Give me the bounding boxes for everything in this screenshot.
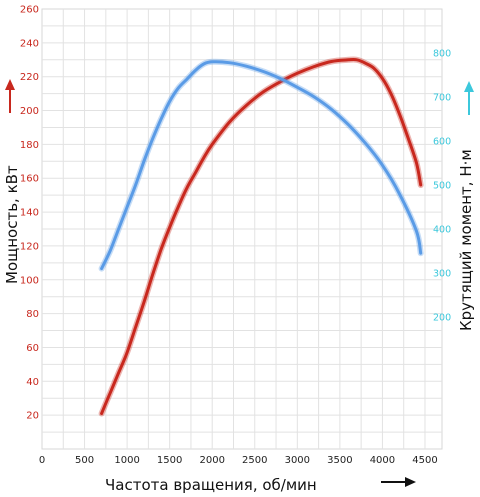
y-right-tick-label: 500: [433, 181, 451, 192]
y-left-tick-label: 260: [20, 5, 39, 16]
y-left-tick-label: 40: [26, 377, 39, 388]
y-right-tick-label: 400: [433, 225, 451, 236]
right-axis-title: Крутящий момент, Н·м: [457, 149, 475, 331]
tick-labels: 20 40 60 80 100 120 140 160 180 200 220 240 260 200 30…: [20, 5, 451, 467]
x-tick-label: 4500: [412, 455, 437, 466]
grid: [41, 8, 443, 450]
x-tick-label: 3500: [327, 455, 352, 466]
y-right-tick-label: 200: [433, 313, 451, 324]
y-right-tick-label: 600: [433, 137, 451, 148]
series-line-power: [100, 57, 423, 415]
y-left-tick-label: 180: [20, 140, 39, 151]
x-tick-label: 2000: [199, 455, 224, 466]
x-axis-arrow: [381, 477, 416, 487]
y-left-tick-label: 220: [20, 72, 39, 83]
x-axis-title: Частота вращения, об/мин: [105, 476, 317, 494]
curves: [98, 56, 424, 417]
x-tick-label: 500: [75, 455, 94, 466]
x-tick-label: 3000: [285, 455, 310, 466]
y-left-tick-label: 120: [20, 241, 39, 252]
x-tick-label: 1000: [114, 455, 139, 466]
x-tick-label: 2500: [242, 455, 267, 466]
series-line-torque: [100, 60, 423, 271]
x-tick-label: 1500: [157, 455, 182, 466]
series-line-halo-power: [98, 56, 424, 417]
y-right-tick-label: 300: [433, 269, 451, 280]
x-tick-label: 4000: [370, 455, 395, 466]
y-right-tick-label: 700: [433, 93, 451, 104]
y-left-tick-label: 160: [20, 174, 39, 185]
right-axis-arrow: [464, 81, 474, 115]
y-left-tick-label: 200: [20, 106, 39, 117]
y-left-tick-label: 100: [20, 275, 39, 286]
left-axis-arrow: [5, 79, 15, 113]
y-left-tick-label: 80: [26, 309, 39, 320]
y-left-tick-label: 60: [26, 343, 39, 354]
y-left-tick-label: 20: [26, 411, 39, 422]
y-right-tick-label: 800: [433, 49, 451, 60]
left-axis-title: Мощность, кВт: [3, 165, 21, 284]
y-left-tick-label: 140: [20, 208, 39, 219]
y-left-tick-label: 240: [20, 38, 39, 49]
x-tick-label: 0: [39, 455, 45, 466]
